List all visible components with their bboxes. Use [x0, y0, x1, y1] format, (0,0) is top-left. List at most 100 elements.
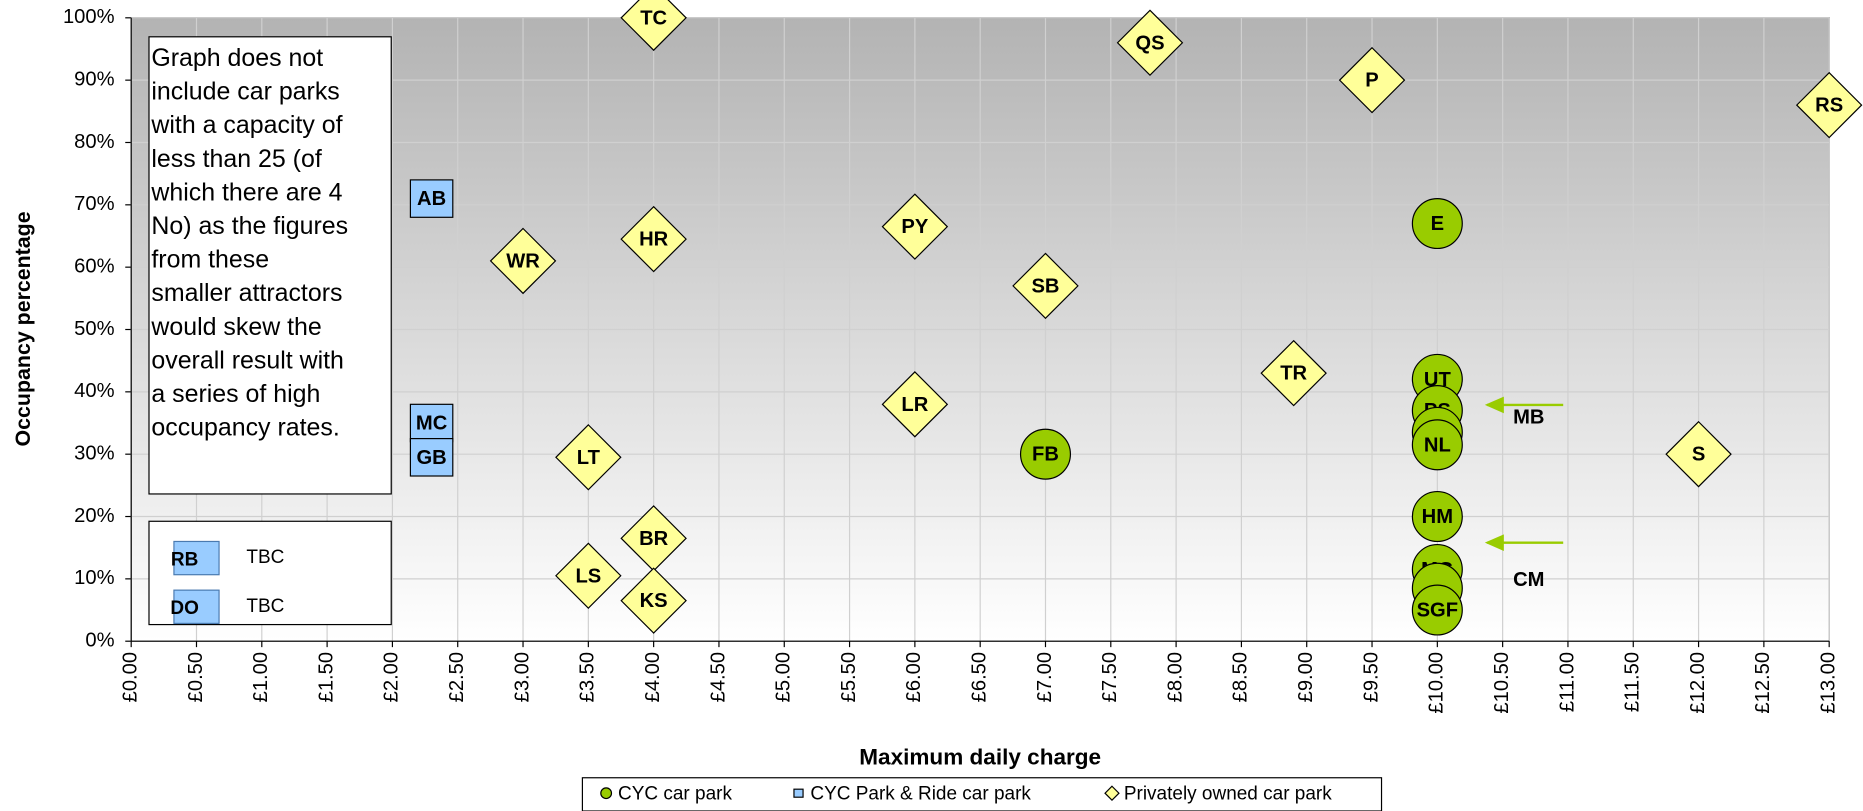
point — [1338, 46, 1406, 114]
point — [409, 179, 454, 218]
annotation: MB — [1513, 406, 1544, 428]
note-line: smaller attractors — [151, 279, 342, 307]
x-tick-label: £4.00 — [642, 652, 664, 702]
x-tick-label: £5.50 — [838, 652, 860, 702]
x-tick-label: £2.50 — [446, 652, 468, 702]
x-tick-label: £11.00 — [1556, 652, 1578, 712]
x-tick-label: £8.00 — [1164, 652, 1186, 702]
point — [489, 227, 557, 295]
note-line: occupancy rates. — [151, 414, 339, 442]
point — [555, 424, 622, 491]
x-tick-label: £6.50 — [969, 652, 991, 702]
legend-marker — [793, 788, 804, 798]
x-tick-label: £3.50 — [577, 652, 599, 702]
legend-marker — [600, 787, 613, 800]
point — [1260, 339, 1327, 407]
x-tick-label: £6.00 — [903, 652, 925, 702]
x-tick-label: £0.00 — [120, 652, 142, 702]
x-tick-label: £8.50 — [1230, 652, 1252, 702]
point-label: LS — [575, 565, 601, 587]
x-tick-label: £12.50 — [1752, 652, 1774, 714]
y-tick-label: 40% — [74, 380, 114, 402]
tbc-marker — [173, 540, 220, 576]
point-label: BR — [639, 528, 669, 550]
y-tick-label: 10% — [74, 567, 114, 589]
point-label: UT — [1424, 369, 1452, 391]
note-line: with a capacity of — [150, 111, 342, 139]
x-tick-label: £11.50 — [1622, 652, 1644, 712]
note-line: include car parks — [151, 78, 339, 106]
x-tick-label: £1.00 — [250, 652, 272, 702]
point-label: PY — [901, 216, 928, 238]
point-label: S — [1692, 444, 1705, 466]
point-label: SGF — [1417, 600, 1458, 622]
x-tick-label: £5.00 — [773, 652, 795, 702]
note-line: a series of high — [151, 380, 320, 408]
point — [409, 438, 454, 477]
tbc-code: RB — [171, 549, 198, 570]
y-tick-label: 100% — [63, 6, 115, 28]
tbc-status: TBC — [246, 596, 284, 617]
legend — [581, 777, 1383, 811]
x-tick-label: £4.50 — [707, 652, 729, 702]
point-label: KS — [640, 590, 668, 612]
note-line: less than 25 (of — [151, 145, 321, 173]
x-tick-label: £10.50 — [1491, 652, 1513, 714]
y-tick-label: 90% — [74, 68, 114, 90]
note-line: No) as the figures — [151, 212, 348, 240]
arrow-head — [1484, 396, 1504, 414]
point — [620, 0, 687, 52]
point — [1411, 419, 1463, 471]
point-label: HR — [639, 229, 669, 251]
point-label: SB — [1031, 275, 1059, 297]
x-tick-label: £7.00 — [1034, 652, 1056, 702]
point-label: HM — [1422, 506, 1453, 528]
x-tick-label: £7.50 — [1099, 652, 1121, 702]
tbc-marker — [173, 589, 220, 624]
point — [1795, 71, 1863, 139]
tbc-status: TBC — [246, 547, 284, 568]
x-tick-label: £9.50 — [1360, 652, 1382, 702]
point — [1116, 9, 1184, 77]
point-label: P — [1365, 70, 1378, 92]
point — [1019, 428, 1072, 480]
point — [1411, 198, 1463, 250]
note-line: which there are 4 — [150, 178, 342, 206]
point — [620, 205, 687, 273]
y-tick-label: 60% — [74, 255, 114, 277]
legend-marker — [1104, 785, 1120, 801]
point-label: LT — [577, 447, 601, 469]
x-tick-label: £12.00 — [1687, 652, 1709, 714]
point — [1411, 490, 1463, 543]
point-label: WR — [506, 250, 540, 272]
y-tick-label: 80% — [74, 131, 114, 153]
x-tick-label: £13.00 — [1818, 652, 1840, 714]
point-label: FB — [1032, 444, 1059, 466]
annotation: CM — [1513, 569, 1544, 591]
note-line: Graph does not — [151, 44, 323, 72]
point — [1411, 584, 1463, 636]
x-tick-label: £9.00 — [1295, 652, 1317, 702]
point-label: TC — [640, 7, 667, 29]
arrow-head — [1484, 534, 1504, 551]
x-tick-label: £2.00 — [381, 652, 403, 702]
note-line: would skew the — [150, 313, 321, 341]
point — [555, 542, 622, 610]
note-box — [148, 36, 392, 495]
tbc-code: DO — [170, 598, 198, 619]
note-line: overall result with — [151, 346, 344, 374]
point-label: E — [1431, 213, 1444, 235]
y-tick-label: 50% — [74, 318, 114, 340]
point-label: RS — [1815, 95, 1843, 117]
point-label: AB — [417, 188, 446, 210]
x-tick-label: £1.50 — [315, 652, 337, 702]
x-axis-title: Maximum daily charge — [859, 745, 1101, 770]
point-label: QS — [1135, 32, 1164, 54]
y-tick-label: 70% — [74, 193, 114, 215]
y-tick-label: 20% — [74, 505, 114, 527]
point — [881, 371, 949, 438]
point-label: NL — [1424, 434, 1451, 456]
point — [881, 193, 949, 260]
point — [1665, 420, 1732, 488]
